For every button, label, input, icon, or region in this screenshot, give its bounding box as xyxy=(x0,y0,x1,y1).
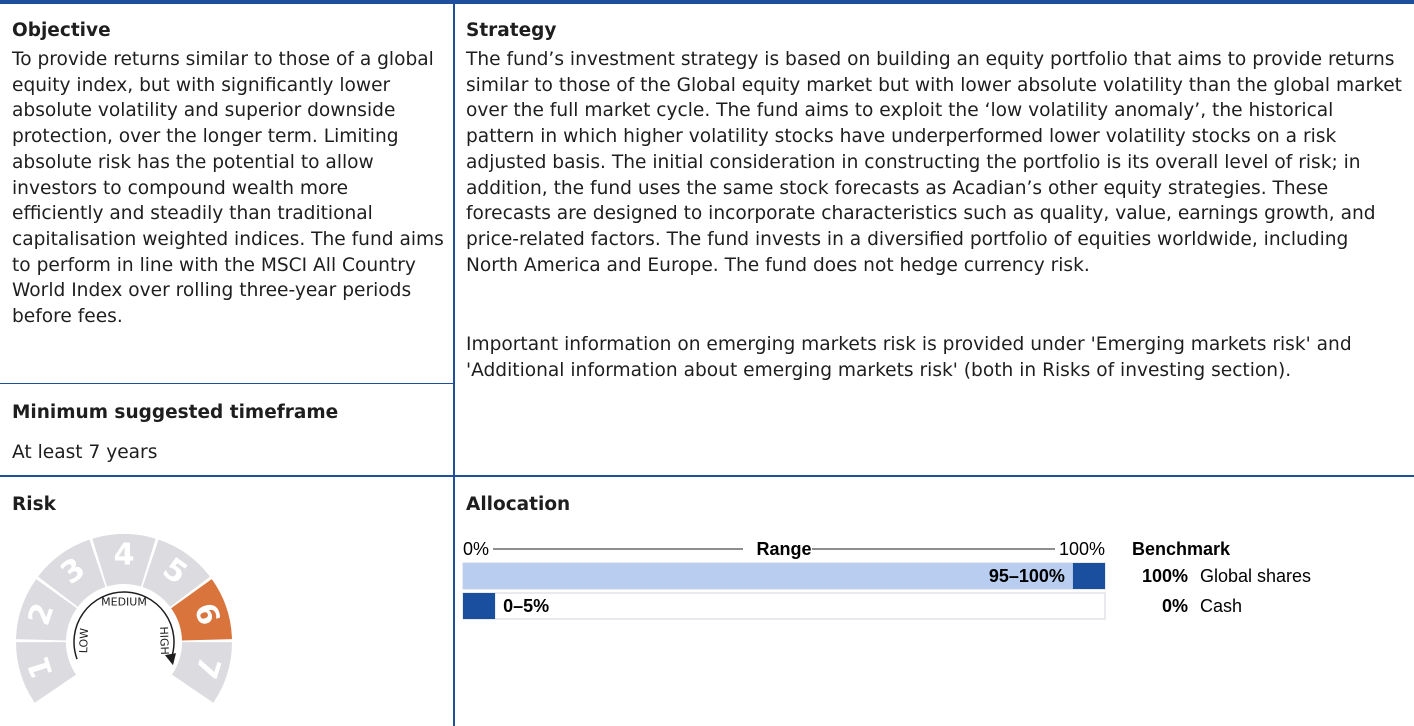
strategy-title: Strategy xyxy=(466,20,557,41)
allocation-title: Allocation xyxy=(466,494,571,515)
dial-arrow xyxy=(164,653,176,666)
risk-scale-label: HIGH xyxy=(157,626,171,655)
bar-range xyxy=(1072,563,1105,589)
timeframe-text: At least 7 years xyxy=(12,442,158,463)
top-border xyxy=(0,0,1414,4)
risk-scale-label: LOW xyxy=(77,628,91,654)
risk-level-label: 4 xyxy=(114,538,135,573)
objective-title: Objective xyxy=(12,20,111,41)
asset-name: Global shares xyxy=(1200,566,1311,586)
scale-label: 0% xyxy=(463,539,489,559)
risk-title: Risk xyxy=(12,494,56,515)
range-label: 0–5% xyxy=(503,596,549,616)
risk-segment xyxy=(38,539,106,607)
objective-text: To provide returns similar to those of a… xyxy=(12,49,444,328)
dial-arc xyxy=(73,591,175,660)
strategy-text: The fund’s investment strategy is based … xyxy=(466,49,1402,276)
column-divider xyxy=(453,4,455,726)
risk-segment xyxy=(92,534,156,587)
bar-range xyxy=(463,593,496,619)
range-title: Range xyxy=(756,539,811,559)
risk-scale-label: MEDIUM xyxy=(101,596,147,609)
bar-base xyxy=(463,563,1073,589)
timeframe-divider xyxy=(0,383,453,384)
bar-outline xyxy=(462,592,1106,620)
strategy-text: Important information on emerging market… xyxy=(466,334,1352,381)
risk-segment xyxy=(16,642,77,703)
benchmark-title: Benchmark xyxy=(1132,539,1231,559)
range-label: 95–100% xyxy=(989,566,1065,586)
risk-segment xyxy=(171,579,232,641)
risk-segment xyxy=(16,579,77,641)
timeframe-title: Minimum suggested timeframe xyxy=(12,402,339,423)
row-divider xyxy=(0,475,1414,477)
risk-segment xyxy=(142,539,210,607)
benchmark-value: 0% xyxy=(1162,596,1188,616)
allocation-chart: 0% 100% Range Benchmark 95–100% 100% Global sh… xyxy=(462,539,1311,620)
asset-name: Cash xyxy=(1200,596,1242,616)
benchmark-value: 100% xyxy=(1142,566,1188,586)
risk-segment xyxy=(171,642,232,703)
scale-label: 100% xyxy=(1059,539,1105,559)
